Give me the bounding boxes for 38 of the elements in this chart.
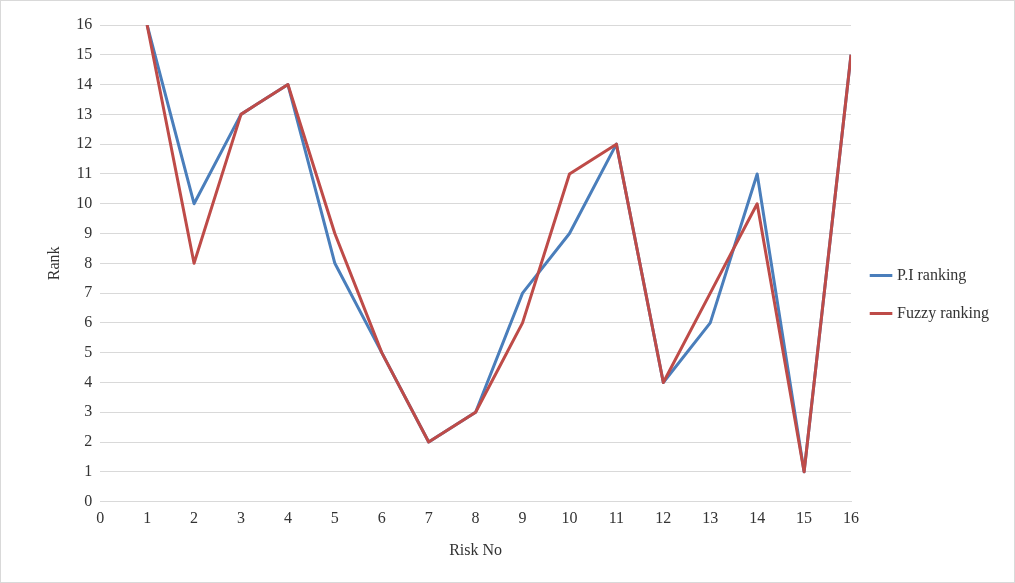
x-tick-label: 15 xyxy=(796,509,813,527)
x-tick-label: 4 xyxy=(283,509,292,527)
y-axis-title: Rank xyxy=(44,246,62,281)
x-tick-label: 7 xyxy=(424,509,433,527)
legend-label: Fuzzy ranking xyxy=(897,303,990,322)
y-tick-label: 10 xyxy=(76,193,93,211)
x-tick-label: 12 xyxy=(655,509,672,527)
x-tick-label: 5 xyxy=(330,509,339,527)
x-tick-label: 9 xyxy=(518,509,527,527)
x-tick-label: 8 xyxy=(471,509,480,527)
y-tick-label: 15 xyxy=(76,44,93,62)
y-tick-label: 7 xyxy=(84,283,93,301)
x-tick-label: 6 xyxy=(377,509,386,527)
y-tick-label: 3 xyxy=(84,402,93,420)
legend-label: P.I ranking xyxy=(897,265,967,284)
y-tick-label: 4 xyxy=(84,372,93,390)
y-tick-label: 12 xyxy=(76,134,93,152)
x-tick-label: 14 xyxy=(749,509,766,527)
y-tick-label: 13 xyxy=(76,104,93,122)
y-tick-label: 6 xyxy=(84,313,93,331)
y-tick-label: 2 xyxy=(84,432,93,450)
x-tick-label: 13 xyxy=(702,509,719,527)
y-tick-label: 8 xyxy=(84,253,93,271)
x-tick-label: 3 xyxy=(236,509,245,527)
x-tick-label: 10 xyxy=(561,509,578,527)
y-tick-label: 11 xyxy=(76,164,93,182)
y-tick-label: 1 xyxy=(84,462,93,480)
x-tick-label: 16 xyxy=(843,509,860,527)
y-tick-label: 5 xyxy=(84,342,93,360)
x-tick-label: 2 xyxy=(190,509,199,527)
x-axis-title: Risk No xyxy=(449,540,503,558)
y-tick-label: 0 xyxy=(84,491,93,509)
y-tick-label: 16 xyxy=(76,15,93,33)
x-tick-label: 1 xyxy=(143,509,152,527)
x-tick-label: 0 xyxy=(96,509,105,527)
y-tick-label: 14 xyxy=(76,74,93,92)
y-tick-label: 9 xyxy=(84,223,93,241)
x-tick-label: 11 xyxy=(608,509,625,527)
